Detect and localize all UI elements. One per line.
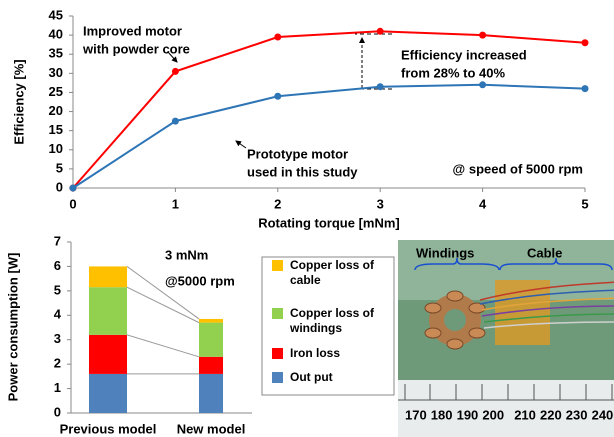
y-tick-label: 5 — [56, 160, 63, 175]
bar-segment — [89, 374, 127, 413]
marker — [479, 81, 486, 88]
bar-segment — [199, 323, 223, 357]
marker — [582, 39, 589, 46]
annotation: 3 mNm — [165, 247, 208, 262]
y-tick-label: 6 — [54, 258, 61, 273]
y-tick-label: 0 — [54, 404, 61, 419]
y-tick-label: 45 — [49, 7, 63, 22]
x-tick-label: 5 — [581, 196, 588, 211]
y-tick-label: 2 — [54, 356, 61, 371]
ruler-label: 170 — [405, 407, 427, 422]
y-tick-label: 20 — [49, 103, 63, 118]
annotation: used in this study — [247, 164, 358, 179]
marker — [479, 32, 486, 39]
y-tick-label: 25 — [49, 84, 63, 99]
ruler-label: 210 — [514, 407, 536, 422]
y-tick-label: 3 — [54, 331, 61, 346]
bar-segment — [89, 335, 127, 374]
y-tick-label: 40 — [49, 27, 63, 42]
bar-segment — [199, 319, 223, 323]
x-tick-label: New model — [177, 421, 246, 436]
connector — [127, 335, 199, 357]
y-axis-label: Power consumption [W] — [5, 253, 20, 402]
legend-swatch — [272, 348, 283, 359]
annotation: Efficiency increased — [401, 47, 527, 62]
y-tick-label: 1 — [54, 380, 61, 395]
x-tick-label: 2 — [274, 196, 281, 211]
pointer-arrow — [236, 141, 246, 148]
marker — [582, 85, 589, 92]
legend-label: Out put — [290, 370, 382, 385]
x-tick-label: 0 — [69, 196, 76, 211]
ruler-label: 190 — [457, 407, 479, 422]
y-tick-label: 5 — [54, 282, 61, 297]
guide-dash — [355, 34, 392, 89]
x-axis-label: Rotating torque [mNm] — [258, 215, 400, 230]
y-axis-label: Efficiency [%] — [11, 59, 26, 144]
bar-segment — [89, 266, 127, 287]
legend-label: Iron loss — [290, 346, 382, 361]
ruler-label: 230 — [566, 407, 588, 422]
marker — [377, 28, 384, 35]
bar-segment — [199, 374, 223, 413]
photo-label: Windings — [416, 245, 474, 260]
annotation: Prototype motor — [247, 146, 348, 161]
marker — [172, 68, 179, 75]
photo-label: Cable — [527, 245, 562, 260]
x-tick-label: Previous model — [60, 421, 157, 436]
x-tick-label: 1 — [172, 196, 179, 211]
page: 17018019020021022023024025 0510152025303… — [0, 0, 614, 437]
ruler-label: 180 — [431, 407, 453, 422]
y-tick-label: 0 — [56, 179, 63, 194]
y-tick-label: 7 — [54, 233, 61, 248]
marker — [172, 118, 179, 125]
ruler-label: 240 — [592, 407, 614, 422]
legend-swatch — [272, 260, 283, 271]
annotation: @ speed of 5000 rpm — [453, 161, 583, 176]
annotation: with powder core — [82, 41, 190, 56]
annotation: Improved motor — [83, 23, 182, 38]
y-tick-label: 30 — [49, 65, 63, 80]
bar-segment — [199, 357, 223, 374]
legend-label: Copper loss of cable — [290, 258, 382, 288]
x-tick-label: 3 — [377, 196, 384, 211]
marker — [274, 93, 281, 100]
x-tick-label: 4 — [479, 196, 487, 211]
y-tick-label: 35 — [49, 46, 63, 61]
y-tick-label: 15 — [49, 122, 63, 137]
marker — [70, 185, 77, 192]
bar-segment — [89, 287, 127, 335]
photo: 17018019020021022023024025 — [398, 240, 614, 437]
marker — [377, 83, 384, 90]
annotation: @5000 rpm — [165, 273, 235, 288]
legend-label: Copper loss of windings — [290, 306, 382, 336]
legend-swatch — [272, 308, 283, 319]
ruler-label: 200 — [482, 407, 504, 422]
annotation: from 28% to 40% — [401, 65, 505, 80]
marker — [274, 34, 281, 41]
y-tick-label: 10 — [49, 141, 63, 156]
legend-swatch — [272, 372, 283, 383]
ruler-label: 220 — [540, 407, 562, 422]
y-tick-label: 4 — [54, 307, 62, 322]
